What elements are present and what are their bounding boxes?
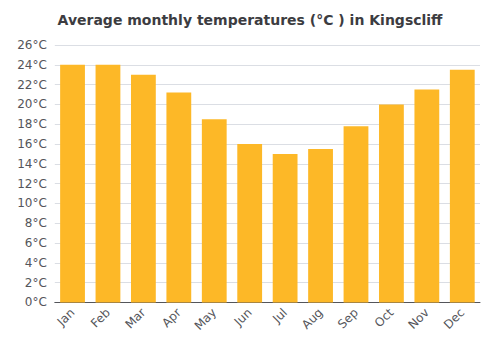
svg-text:2°C: 2°C: [25, 276, 47, 290]
svg-text:Dec: Dec: [441, 306, 467, 332]
svg-text:Aug: Aug: [299, 306, 325, 332]
svg-text:Jul: Jul: [269, 306, 290, 327]
svg-text:14°C: 14°C: [17, 157, 47, 171]
svg-text:Mar: Mar: [122, 305, 148, 331]
svg-text:8°C: 8°C: [25, 216, 47, 230]
svg-text:24°C: 24°C: [17, 58, 47, 72]
svg-text:18°C: 18°C: [17, 117, 47, 131]
svg-text:20°C: 20°C: [17, 97, 47, 111]
svg-text:Nov: Nov: [405, 306, 431, 332]
svg-text:26°C: 26°C: [17, 38, 47, 52]
svg-text:4°C: 4°C: [25, 256, 47, 270]
svg-text:16°C: 16°C: [17, 137, 47, 151]
svg-text:Jan: Jan: [54, 306, 78, 330]
svg-text:10°C: 10°C: [17, 196, 47, 210]
svg-text:Average monthly temperatures (: Average monthly temperatures (°C ) in Ki…: [58, 12, 444, 28]
svg-text:6°C: 6°C: [25, 236, 47, 250]
svg-text:Oct: Oct: [372, 305, 397, 330]
svg-text:Sep: Sep: [335, 306, 361, 332]
svg-text:Jun: Jun: [231, 306, 255, 330]
svg-text:22°C: 22°C: [17, 78, 47, 92]
svg-text:Apr: Apr: [159, 305, 184, 330]
svg-text:0°C: 0°C: [25, 295, 47, 309]
svg-text:12°C: 12°C: [17, 177, 47, 191]
svg-text:May: May: [192, 306, 219, 333]
svg-text:Feb: Feb: [88, 306, 113, 331]
